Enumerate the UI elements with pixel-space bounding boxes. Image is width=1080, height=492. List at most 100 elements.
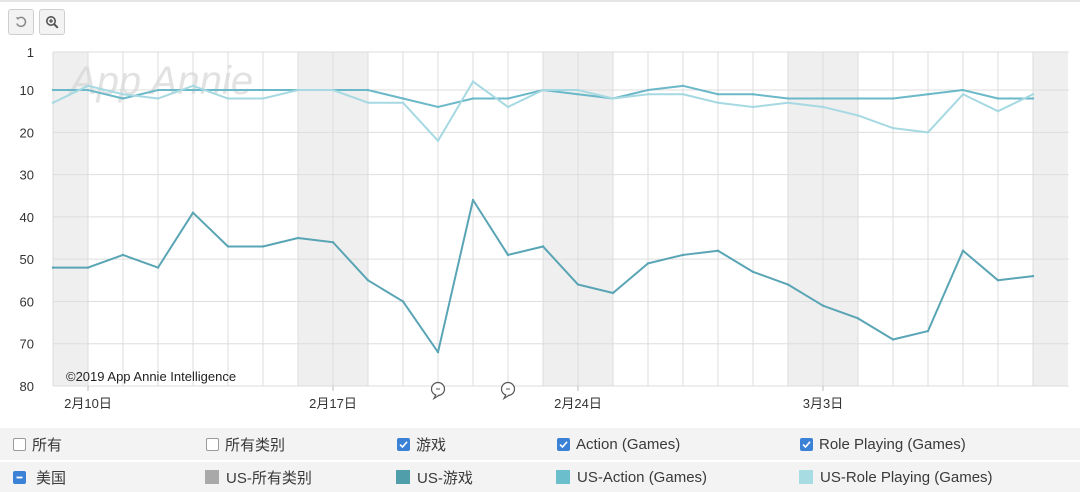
data-point[interactable] — [786, 283, 790, 286]
data-point[interactable] — [261, 97, 265, 100]
data-point[interactable] — [716, 101, 720, 104]
reset-zoom-button[interactable] — [8, 9, 34, 35]
data-point[interactable] — [436, 350, 440, 354]
data-point[interactable] — [506, 105, 510, 109]
checked-checkbox-icon[interactable] — [557, 437, 570, 451]
data-point[interactable] — [541, 88, 545, 92]
data-point[interactable] — [856, 114, 860, 117]
legend-role-playing-checkbox-item[interactable]: Role Playing (Games) — [800, 428, 966, 460]
annotation-bubble-icon[interactable] — [430, 381, 446, 401]
data-point[interactable] — [646, 88, 650, 92]
data-point[interactable] — [156, 88, 160, 92]
unchecked-checkbox-icon[interactable] — [13, 437, 26, 451]
data-point[interactable] — [191, 88, 195, 92]
data-point[interactable] — [961, 93, 965, 96]
data-point[interactable] — [646, 93, 650, 96]
data-point[interactable] — [751, 93, 755, 96]
legend-action-checkbox-item[interactable]: Action (Games) — [557, 428, 680, 460]
data-point[interactable] — [1031, 97, 1035, 100]
data-point[interactable] — [856, 317, 860, 320]
data-point[interactable] — [506, 97, 510, 100]
data-point[interactable] — [226, 97, 230, 100]
data-point[interactable] — [611, 97, 615, 100]
data-point[interactable] — [86, 266, 90, 269]
data-point[interactable] — [401, 101, 405, 104]
data-point[interactable] — [261, 88, 265, 92]
data-point[interactable] — [436, 139, 440, 142]
data-point[interactable] — [401, 300, 405, 303]
data-point[interactable] — [751, 105, 755, 109]
checked-checkbox-icon[interactable] — [397, 437, 410, 451]
data-point[interactable] — [296, 236, 300, 240]
data-point[interactable] — [576, 93, 580, 96]
data-point[interactable] — [926, 329, 930, 333]
data-point[interactable] — [261, 245, 265, 248]
data-point[interactable] — [681, 253, 685, 257]
data-point[interactable] — [51, 88, 55, 92]
data-point[interactable] — [716, 93, 720, 96]
zoom-in-button[interactable] — [39, 9, 65, 35]
data-point[interactable] — [856, 97, 860, 100]
data-point[interactable] — [156, 97, 160, 100]
data-point[interactable] — [996, 279, 1000, 282]
data-point[interactable] — [646, 262, 650, 265]
data-point[interactable] — [156, 266, 160, 269]
legend-series-us-games[interactable]: US-游戏 — [396, 462, 473, 492]
data-point[interactable] — [786, 101, 790, 104]
data-point[interactable] — [471, 97, 475, 100]
data-point[interactable] — [821, 97, 825, 100]
legend-series-us-role-playing[interactable]: US-Role Playing (Games) — [799, 462, 993, 492]
data-point[interactable] — [86, 84, 90, 88]
data-point[interactable] — [86, 88, 90, 92]
data-point[interactable] — [366, 101, 370, 104]
data-point[interactable] — [891, 126, 895, 130]
data-point[interactable] — [296, 88, 300, 92]
data-point[interactable] — [681, 93, 685, 96]
data-point[interactable] — [191, 84, 195, 88]
data-point[interactable] — [506, 253, 510, 257]
data-point[interactable] — [576, 283, 580, 286]
data-point[interactable] — [926, 93, 930, 96]
legend-all-categories-checkbox-item[interactable]: 所有类别 — [206, 428, 285, 460]
legend-series-us-action[interactable]: US-Action (Games) — [556, 462, 707, 492]
data-point[interactable] — [331, 88, 335, 92]
data-point[interactable] — [1031, 93, 1035, 96]
data-point[interactable] — [226, 88, 230, 92]
checked-checkbox-icon[interactable] — [800, 437, 813, 451]
data-point[interactable] — [121, 97, 125, 100]
data-point[interactable] — [926, 131, 930, 134]
data-point[interactable] — [821, 105, 825, 109]
data-point[interactable] — [961, 88, 965, 92]
data-point[interactable] — [121, 93, 125, 96]
data-point[interactable] — [611, 291, 615, 295]
data-point[interactable] — [51, 266, 55, 269]
data-point[interactable] — [821, 304, 825, 307]
unchecked-checkbox-icon[interactable] — [206, 437, 219, 451]
data-point[interactable] — [891, 338, 895, 341]
data-point[interactable] — [786, 97, 790, 100]
data-point[interactable] — [576, 88, 580, 92]
legend-country-us-item[interactable]: 美国 — [13, 462, 66, 492]
data-point[interactable] — [891, 97, 895, 100]
data-point[interactable] — [191, 211, 195, 214]
data-point[interactable] — [961, 249, 965, 252]
data-point[interactable] — [401, 97, 405, 100]
data-point[interactable] — [366, 88, 370, 92]
data-point[interactable] — [471, 198, 475, 202]
data-point[interactable] — [121, 253, 125, 257]
data-point[interactable] — [681, 84, 685, 88]
legend-games-checkbox-item[interactable]: 游戏 — [397, 428, 446, 460]
annotation-bubble-icon[interactable] — [500, 381, 516, 401]
data-point[interactable] — [51, 101, 55, 104]
legend-series-us-all-categories[interactable]: US-所有类别 — [205, 462, 312, 492]
data-point[interactable] — [541, 245, 545, 248]
data-point[interactable] — [1031, 274, 1035, 278]
data-point[interactable] — [471, 80, 475, 83]
data-point[interactable] — [996, 97, 1000, 100]
data-point[interactable] — [996, 109, 1000, 113]
partial-checkbox-icon[interactable] — [13, 470, 26, 484]
data-point[interactable] — [716, 249, 720, 252]
data-point[interactable] — [331, 241, 335, 244]
data-point[interactable] — [226, 245, 230, 248]
data-point[interactable] — [366, 279, 370, 282]
